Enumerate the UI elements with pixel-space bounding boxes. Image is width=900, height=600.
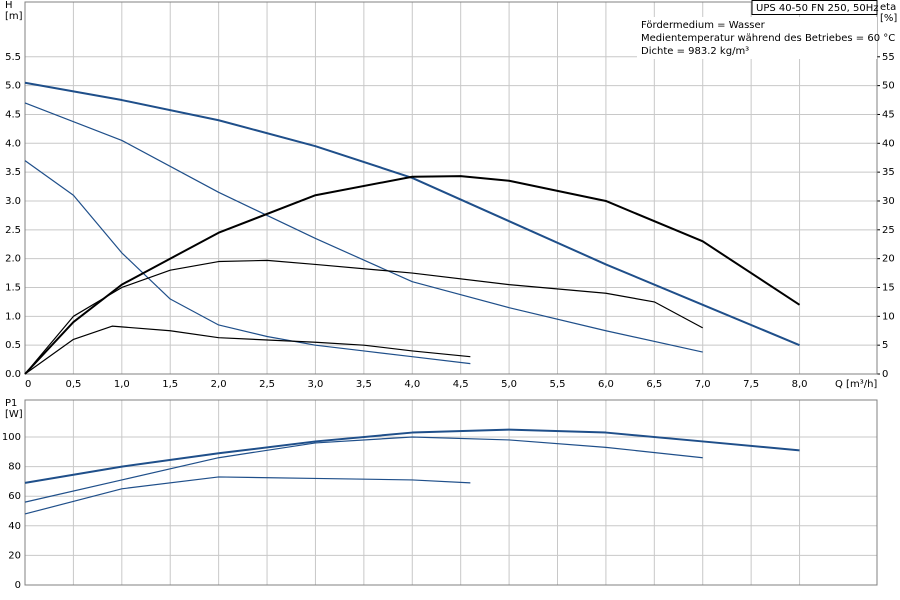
y-tick-label: 5.0 (5, 81, 21, 92)
y2-axis-label: eta (880, 2, 896, 13)
annotation-box (637, 17, 877, 59)
y2-tick-label: 15 (882, 282, 895, 293)
x-tick-label: 3,0 (308, 379, 324, 390)
y2-tick-label: 35 (882, 167, 895, 178)
y2-tick-label: 55 (882, 52, 895, 63)
x-tick-label: 6,5 (646, 379, 662, 390)
curve (24, 81, 800, 347)
y2-tick-label: 40 (882, 138, 895, 149)
y-tick-label: 4.0 (5, 138, 21, 149)
y-tick-label: 40 (8, 521, 21, 532)
curve (24, 160, 471, 365)
plot-frame (24, 399, 878, 586)
y-tick-label: 100 (2, 432, 21, 443)
y2-tick-label: 45 (882, 109, 895, 120)
y-tick-label: 1.5 (5, 282, 21, 293)
annotation: Medientemperatur während des Betriebes =… (641, 33, 895, 44)
y-tick-label: 2.0 (5, 254, 21, 265)
y-axis-label: [m] (5, 11, 23, 22)
y-tick-label: 2.5 (5, 225, 21, 236)
y2-tick-label: 30 (882, 196, 895, 207)
y2-tick-label: 50 (882, 81, 895, 92)
x-tick-label: 1,0 (114, 379, 130, 390)
y2-tick-label: 0 (882, 369, 888, 380)
annotation: Fördermedium = Wasser (641, 20, 766, 31)
y2-tick-label: 25 (882, 225, 895, 236)
y-tick-label: 0.5 (5, 340, 21, 351)
y-tick-label: 3.5 (5, 167, 21, 178)
x-tick-label: 5,0 (501, 379, 517, 390)
y-tick-label: 20 (8, 550, 21, 561)
x-tick-label: 2,5 (259, 379, 275, 390)
y2-tick-label: 10 (882, 311, 895, 322)
x-tick-label: 0 (25, 379, 31, 390)
x-tick-label: 0,5 (65, 379, 81, 390)
y-tick-label: 3.0 (5, 196, 21, 207)
y-tick-label: 0.0 (5, 369, 21, 380)
curve (24, 102, 703, 353)
x-tick-label: 4,0 (404, 379, 420, 390)
plot-frame (24, 1, 878, 375)
y-tick-label: 0 (15, 580, 21, 591)
info-box (751, 0, 878, 15)
y-axis-label: H (5, 0, 13, 11)
curve (24, 325, 471, 375)
curve (24, 259, 704, 375)
x-tick-label: 6,0 (598, 379, 614, 390)
y-tick-label: 60 (8, 491, 21, 502)
x-tick-label: 8,0 (792, 379, 808, 390)
y-axis-label: P1 (5, 398, 17, 409)
y-tick-label: 5.5 (5, 52, 21, 63)
y-tick-label: 80 (8, 462, 21, 473)
x-tick-label: 2,0 (211, 379, 227, 390)
y2-tick-label: 20 (882, 254, 895, 265)
x-tick-label: 1,5 (162, 379, 178, 390)
info-box-text: UPS 40-50 FN 250, 50Hz (756, 3, 878, 14)
y-tick-label: 1.0 (5, 311, 21, 322)
y-tick-label: 4.5 (5, 109, 21, 120)
x-tick-label: 4,5 (453, 379, 469, 390)
x-tick-label: 7,0 (695, 379, 711, 390)
x-tick-label: 7,5 (743, 379, 759, 390)
annotation: Dichte = 983.2 kg/m³ (641, 46, 749, 57)
curve (24, 428, 800, 484)
y2-axis-label: [%] (880, 13, 897, 24)
y-axis-label: [W] (5, 409, 23, 420)
curve (24, 476, 471, 515)
y2-tick-label: 5 (882, 340, 888, 351)
x-axis-label: Q [m³/h] (835, 379, 877, 390)
x-tick-label: 3,5 (356, 379, 372, 390)
x-tick-label: 5,5 (550, 379, 566, 390)
curve (24, 436, 703, 503)
